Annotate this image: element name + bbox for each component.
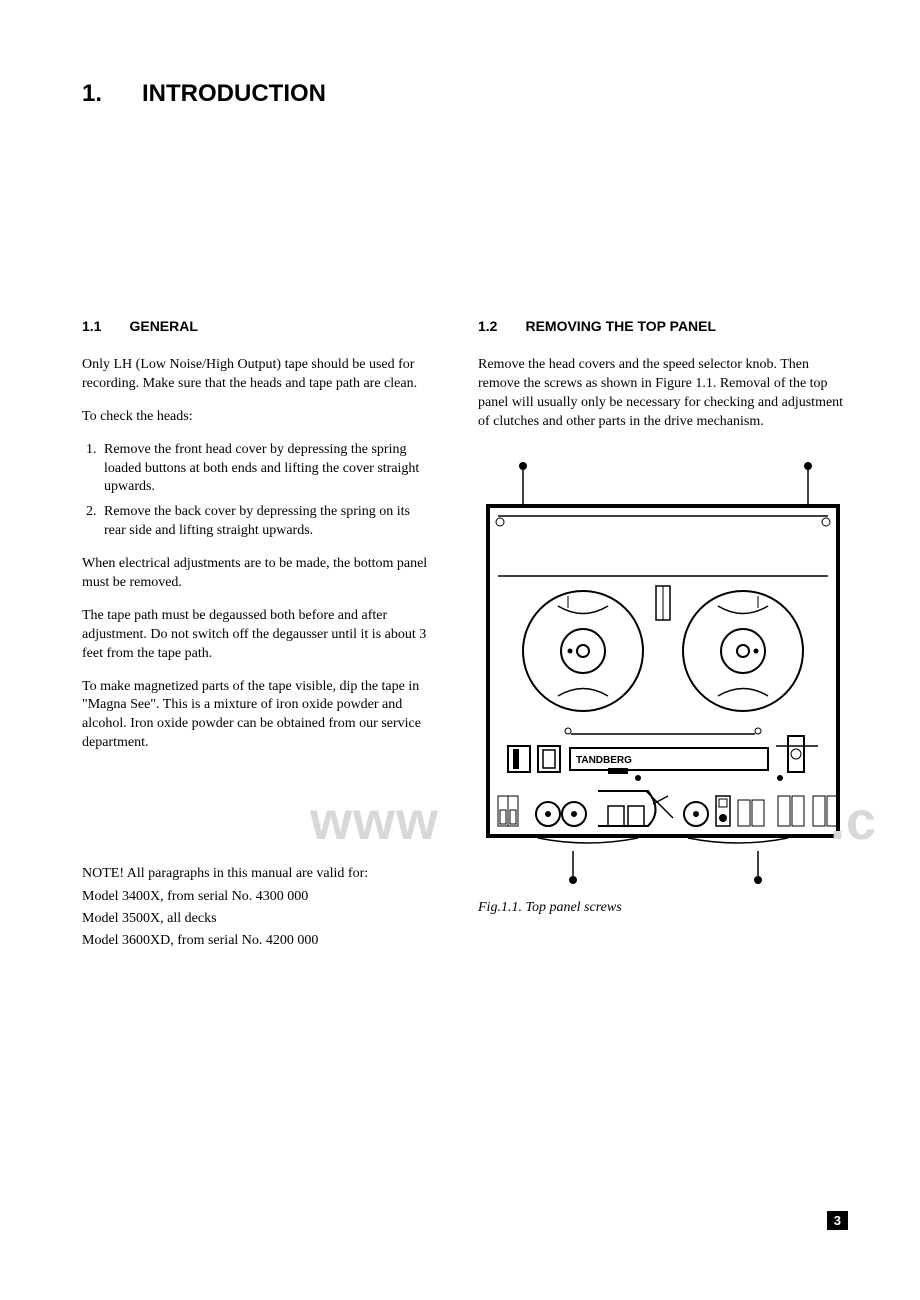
paragraph: To make magnetized parts of the tape vis… (82, 678, 434, 754)
controls-row-icon (498, 791, 837, 826)
chapter-number: 1. (82, 80, 102, 108)
two-column-layout: 1.1 GENERAL Only LH (Low Noise/High Outp… (82, 318, 848, 953)
chapter-title: INTRODUCTION (142, 80, 326, 108)
figure-1-1: TANDBERG (478, 456, 848, 916)
section-heading-1-2: 1.2 REMOVING THE TOP PANEL (478, 318, 848, 334)
list-item: Remove the back cover by depressing the … (100, 503, 434, 541)
left-column: 1.1 GENERAL Only LH (Low Noise/High Outp… (82, 318, 434, 953)
section-number: 1.1 (82, 318, 101, 334)
paragraph: To check the heads: (82, 408, 434, 427)
paragraph: When electrical adjustments are to be ma… (82, 555, 434, 593)
section-number: 1.2 (478, 318, 497, 334)
paragraph: Only LH (Low Noise/High Output) tape sho… (82, 356, 434, 394)
ordered-steps: Remove the front head cover by depressin… (82, 441, 434, 541)
note-intro: NOTE! All paragraphs in this manual are … (82, 863, 434, 885)
note-block: NOTE! All paragraphs in this manual are … (82, 863, 434, 953)
note-line: Model 3600XD, from serial No. 4200 000 (82, 930, 434, 952)
list-item: Remove the front head cover by depressin… (100, 441, 434, 498)
paragraph: The tape path must be degaussed both bef… (82, 607, 434, 664)
paragraph: Remove the head covers and the speed sel… (478, 356, 848, 432)
right-column: 1.2 REMOVING THE TOP PANEL Remove the he… (478, 318, 848, 953)
left-reel-icon (523, 591, 643, 711)
right-reel-icon (683, 591, 803, 711)
figure-caption: Fig.1.1. Top panel screws (478, 900, 848, 916)
knob-icon (776, 736, 818, 772)
page-number: 3 (827, 1211, 848, 1230)
note-line: Model 3500X, all decks (82, 908, 434, 930)
section-title: REMOVING THE TOP PANEL (525, 318, 716, 334)
section-title: GENERAL (129, 318, 197, 334)
brand-label: TANDBERG (576, 755, 632, 766)
tape-deck-diagram: TANDBERG (478, 456, 848, 886)
chapter-heading: 1. INTRODUCTION (82, 80, 848, 108)
note-line: Model 3400X, from serial No. 4300 000 (82, 886, 434, 908)
section-heading-1-1: 1.1 GENERAL (82, 318, 434, 334)
